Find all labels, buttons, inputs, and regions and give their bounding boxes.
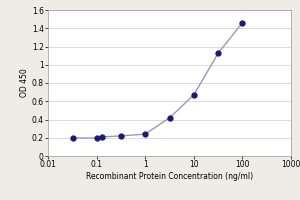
- Point: [70, 136, 75, 140]
- Point: [216, 51, 221, 54]
- Point: [191, 93, 196, 96]
- Point: [94, 136, 99, 140]
- Point: [240, 21, 245, 24]
- Point: [99, 135, 104, 138]
- X-axis label: Recombinant Protein Concentration (ng/ml): Recombinant Protein Concentration (ng/ml…: [86, 172, 253, 181]
- Point: [143, 133, 148, 136]
- Point: [167, 116, 172, 119]
- Y-axis label: OD 450: OD 450: [20, 69, 29, 97]
- Point: [119, 134, 124, 138]
